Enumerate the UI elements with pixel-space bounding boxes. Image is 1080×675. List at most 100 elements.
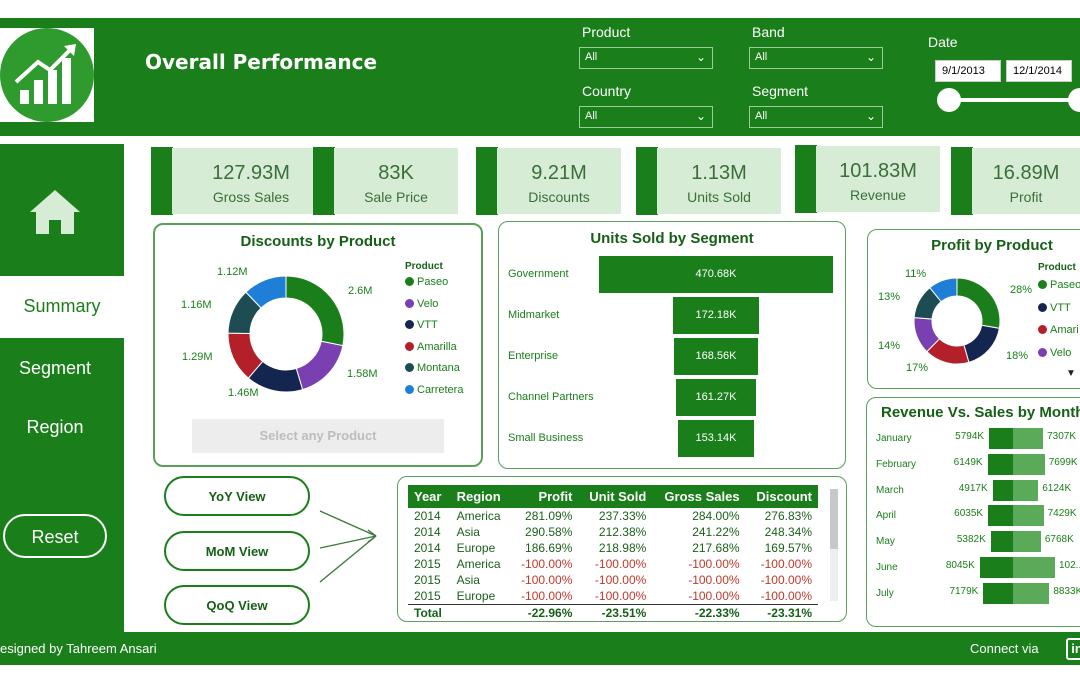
table-header[interactable]: Year xyxy=(408,485,451,508)
month-label: April xyxy=(876,510,897,522)
segment-label: Enterprise xyxy=(508,350,559,362)
revenue-bar[interactable] xyxy=(979,557,1013,578)
sales-bar[interactable] xyxy=(1013,479,1039,501)
donut-label: 1.29M xyxy=(182,351,213,363)
nav-segment[interactable]: Segment xyxy=(18,358,92,378)
table-header[interactable]: Gross Sales xyxy=(652,485,746,508)
country-filter-select[interactable]: All ⌄ xyxy=(579,106,713,128)
segment-bar[interactable]: 172.18K xyxy=(673,297,759,334)
table-row[interactable]: 2014 Asia 290.58% 212.38% 241.22% 248.34% xyxy=(408,524,818,540)
legend-item[interactable]: Amari xyxy=(1038,324,1080,347)
legend-item[interactable]: Velo xyxy=(1038,347,1080,370)
revenue-title: Revenue Vs. Sales by Month xyxy=(881,404,1080,421)
kpi-card[interactable]: 83K Sale Price xyxy=(334,148,458,214)
segment-bar[interactable]: 168.56K xyxy=(674,338,758,375)
nav-summary[interactable]: Summary xyxy=(0,276,124,338)
discounts-title: Discounts by Product xyxy=(240,233,396,250)
date-end-input[interactable]: 12/1/2014 xyxy=(1006,60,1072,82)
revenue-bar[interactable] xyxy=(992,479,1013,501)
discounts-donut-chart[interactable] xyxy=(223,271,349,397)
revenue-bar[interactable] xyxy=(987,453,1013,475)
segment-label: Government xyxy=(508,268,569,280)
linkedin-icon[interactable]: in xyxy=(1066,638,1080,660)
legend-item[interactable]: Montana xyxy=(405,362,463,384)
date-start-input[interactable]: 9/1/2013 xyxy=(935,60,1001,82)
legend-item[interactable]: VTT xyxy=(1038,302,1080,325)
donut-slice[interactable] xyxy=(285,275,345,347)
kpi-accent-bar xyxy=(151,147,173,215)
scroll-down-icon[interactable]: ▼ xyxy=(1066,368,1076,379)
yoy-view-button[interactable]: YoY View xyxy=(164,476,310,516)
select-product-button[interactable]: Select any Product xyxy=(192,419,444,453)
table-cell: 2015 xyxy=(414,589,441,603)
donut-slice[interactable] xyxy=(295,340,344,391)
kpi-card[interactable]: 101.83M Revenue xyxy=(816,146,940,212)
reset-button[interactable]: Reset xyxy=(3,514,107,558)
revenue-bar[interactable] xyxy=(988,505,1013,527)
revenue-bar[interactable] xyxy=(989,428,1013,449)
table-scrollbar[interactable] xyxy=(830,489,838,601)
table-row[interactable]: 2014 America 281.09% 237.33% 284.00% 276.83% xyxy=(408,508,818,524)
date-slider-end-handle[interactable] xyxy=(1068,88,1080,112)
product-filter-select[interactable]: All ⌄ xyxy=(579,47,713,69)
table-cell: 218.98% xyxy=(598,541,647,555)
kpi-card[interactable]: 9.21M Discounts xyxy=(497,148,621,214)
table-cell: -100.00% xyxy=(688,573,740,587)
donut-label: 2.6M xyxy=(348,285,373,297)
donut-slice[interactable] xyxy=(245,275,287,309)
kpi-card[interactable]: 16.89M Profit xyxy=(972,148,1080,214)
table-header[interactable]: Region xyxy=(450,485,511,508)
legend-item[interactable]: VTT xyxy=(405,319,463,341)
total-cell: -22.96% xyxy=(510,604,579,621)
table-row[interactable]: 2015 America -100.00% -100.00% -100.00% -100.… xyxy=(408,556,818,572)
sales-bar[interactable] xyxy=(1013,505,1044,527)
sales-bar[interactable] xyxy=(1013,428,1044,449)
table-cell: 2015 xyxy=(414,573,441,587)
date-slider-start-handle[interactable] xyxy=(937,88,961,112)
date-slider-track[interactable] xyxy=(948,98,1074,102)
segment-value: 153.14K xyxy=(695,432,737,444)
donut-slice[interactable] xyxy=(963,324,1000,363)
legend-item[interactable]: Velo xyxy=(405,298,463,320)
home-button[interactable] xyxy=(0,144,124,276)
nav-region[interactable]: Region xyxy=(26,417,84,437)
donut-label: 11% xyxy=(905,268,927,280)
donut-slice[interactable] xyxy=(956,277,1001,329)
mom-view-button[interactable]: MoM View xyxy=(164,531,310,571)
sales-bar[interactable] xyxy=(1013,453,1045,475)
legend-item[interactable]: Carretera xyxy=(405,384,463,406)
legend-swatch xyxy=(1038,280,1047,289)
band-filter-select[interactable]: All ⌄ xyxy=(749,47,883,69)
donut-slice[interactable] xyxy=(929,277,958,303)
kpi-card[interactable]: 127.93M Gross Sales xyxy=(172,148,330,214)
sales-bar[interactable] xyxy=(1013,582,1050,604)
legend-item[interactable]: Paseo xyxy=(405,276,463,298)
total-cell: -22.33% xyxy=(652,604,746,621)
revenue-bar[interactable] xyxy=(990,531,1013,553)
segment-filter-select[interactable]: All ⌄ xyxy=(749,106,883,128)
table-header[interactable]: Discount xyxy=(745,485,818,508)
table-row[interactable]: 2015 Asia -100.00% -100.00% -100.00% -100.00% xyxy=(408,572,818,588)
segment-bar[interactable]: 470.68K xyxy=(599,256,833,293)
sales-bar[interactable] xyxy=(1013,531,1041,553)
sales-value: 7699K xyxy=(1048,456,1078,468)
total-cell: Total xyxy=(408,604,451,621)
legend-item[interactable]: Paseo xyxy=(1038,279,1080,302)
segment-bar[interactable]: 153.14K xyxy=(677,420,755,457)
kpi-value: 83K xyxy=(378,162,414,184)
table-row[interactable]: 2015 Europe -100.00% -100.00% -100.00% -100.0… xyxy=(408,588,818,605)
qoq-view-button[interactable]: QoQ View xyxy=(164,585,310,625)
legend-item[interactable]: Amarilla xyxy=(405,341,463,363)
table-header[interactable]: Unit Sold xyxy=(578,485,653,508)
kpi-card[interactable]: 1.13M Units Sold xyxy=(657,148,781,214)
sales-bar[interactable] xyxy=(1013,557,1055,578)
legend-swatch xyxy=(1038,325,1047,334)
revenue-bar[interactable] xyxy=(983,582,1013,604)
segment-bar[interactable]: 161.27K xyxy=(675,379,757,416)
growth-table-panel: Year Region Profit Unit Sold Gross Sales Disc… xyxy=(397,476,847,622)
segment-value: 470.68K xyxy=(695,268,737,280)
table-header[interactable]: Profit xyxy=(510,485,579,508)
profit-donut-chart[interactable] xyxy=(912,276,1002,366)
kpi-accent-bar xyxy=(951,147,973,215)
table-row[interactable]: 2014 Europe 186.69% 218.98% 217.68% 169.57% xyxy=(408,540,818,556)
